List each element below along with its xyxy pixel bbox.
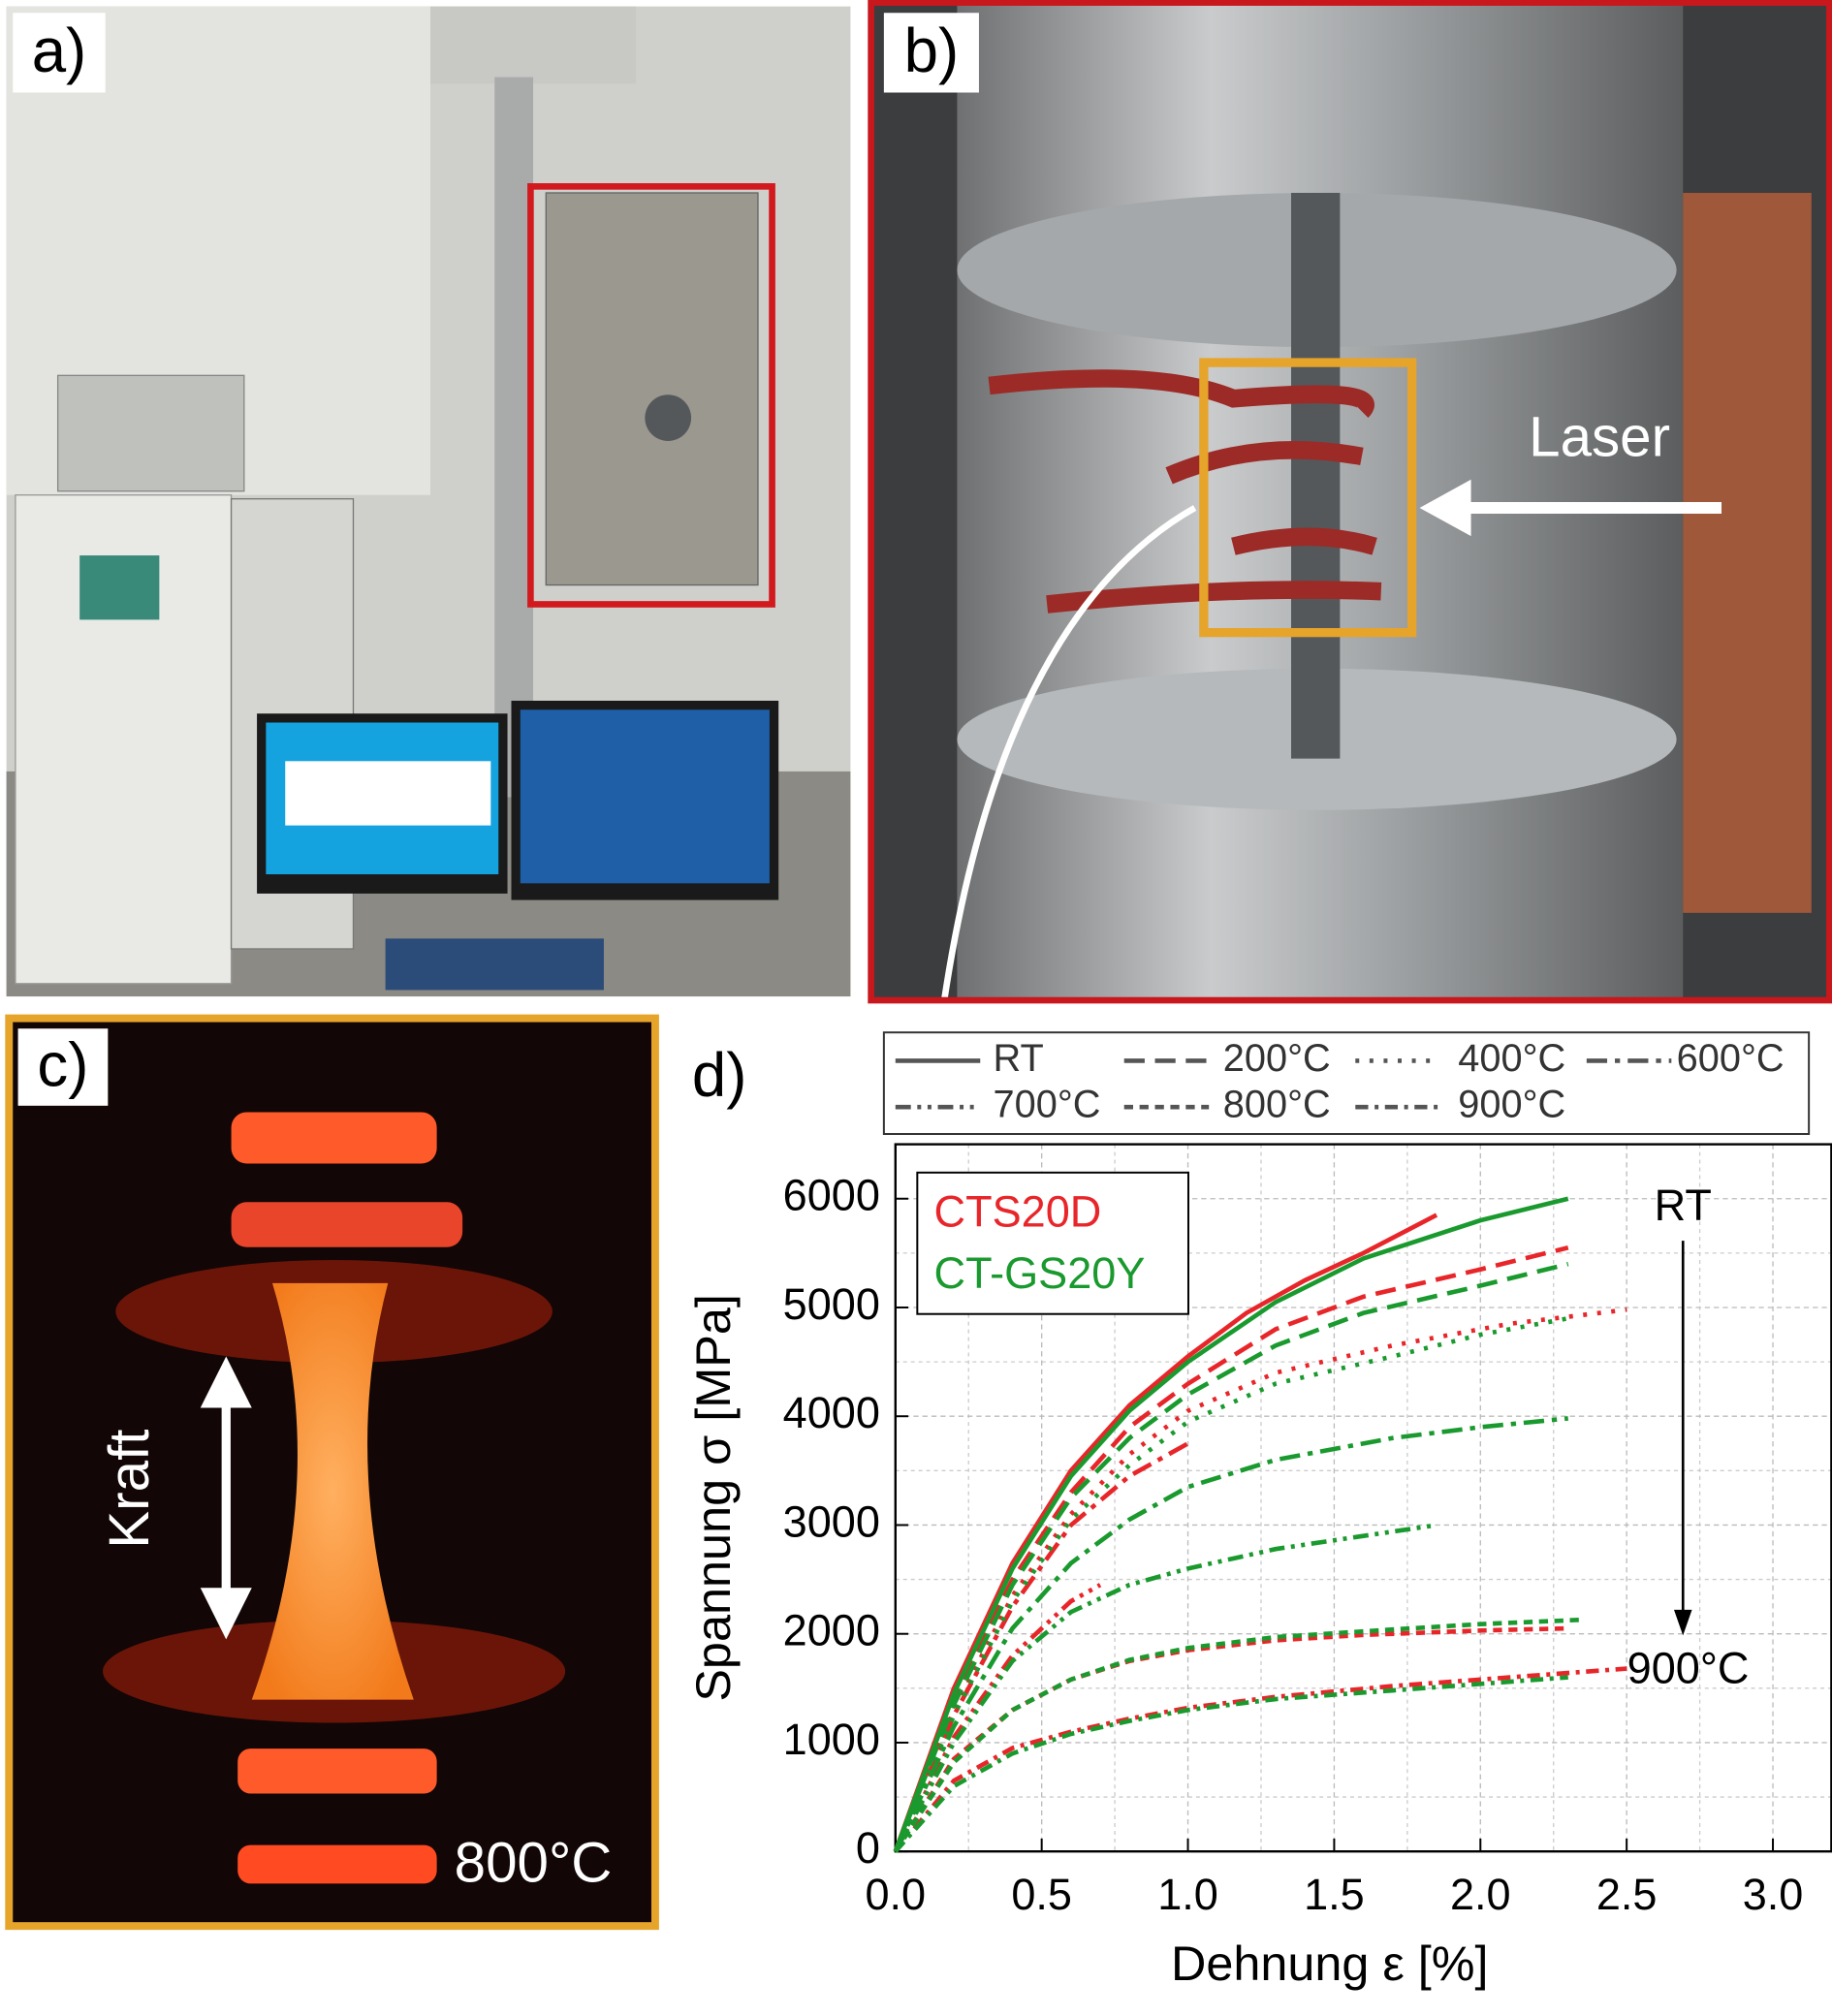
x-tick-label: 1.0	[1157, 1870, 1218, 1919]
force-label: Kraft	[98, 1430, 161, 1549]
arrowhead-up	[200, 1356, 252, 1408]
legend-label: CTS20D	[934, 1186, 1102, 1236]
series-line	[893, 1523, 1437, 1853]
highlight-box	[1199, 358, 1417, 638]
series-line	[893, 1196, 1569, 1853]
legend-label: RT	[994, 1037, 1044, 1080]
legend-box	[882, 1031, 1811, 1135]
keyboard	[385, 938, 604, 991]
legend-label: 200°C	[1223, 1037, 1331, 1080]
highlight-box	[527, 183, 775, 608]
y-tick-label: 3000	[783, 1496, 880, 1546]
series-line	[893, 1245, 1569, 1853]
annotation-arrowhead	[1673, 1609, 1692, 1636]
coil-turn	[1046, 581, 1382, 614]
material-legend-box	[916, 1171, 1189, 1315]
panel-border	[868, 0, 1832, 1004]
x-axis-title: Dehnung ε [%]	[1171, 1936, 1489, 1991]
label-box	[883, 13, 979, 93]
laser-label: Laser	[1529, 405, 1670, 468]
legend-label: 400°C	[1458, 1037, 1565, 1080]
series-line	[893, 1315, 1569, 1853]
label-box	[13, 13, 106, 93]
column	[494, 77, 534, 798]
coil-turn	[1231, 527, 1377, 555]
temperature-label: 800°C	[455, 1832, 613, 1895]
laser-arrowhead	[1419, 479, 1471, 537]
panel-label: d)	[692, 1041, 747, 1110]
series-line	[893, 1441, 1189, 1853]
device-box	[56, 374, 245, 492]
y-tick-label: 1000	[783, 1715, 880, 1764]
window	[645, 394, 692, 441]
y-tick-label: 6000	[783, 1171, 880, 1220]
panel-label: b)	[904, 16, 960, 85]
series-line	[894, 1675, 1568, 1853]
glow-band	[237, 1844, 437, 1884]
coil-turn	[988, 369, 1374, 419]
glow-band	[237, 1748, 437, 1794]
series-line	[893, 1416, 1568, 1853]
x-tick-label: 0.5	[1011, 1870, 1072, 1919]
series-line	[893, 1213, 1438, 1852]
legend-label: 900°C	[1458, 1084, 1565, 1126]
glow-band	[231, 1202, 463, 1247]
monitor-right-screen	[520, 709, 770, 884]
y-tick-label: 4000	[783, 1388, 880, 1437]
panel-c: Kraft 800°C c)	[5, 1014, 659, 1931]
specimen	[251, 1282, 414, 1700]
panel-label: a)	[32, 16, 87, 85]
arrowhead-down	[200, 1588, 252, 1640]
series-line	[893, 1617, 1583, 1853]
label-box	[17, 1028, 109, 1106]
glow-band	[231, 1112, 437, 1164]
legend-label: 700°C	[994, 1084, 1101, 1126]
annotation: 900°C	[1627, 1643, 1750, 1692]
x-tick-label: 2.5	[1596, 1870, 1658, 1919]
x-tick-label: 0.0	[865, 1870, 926, 1919]
series-line	[893, 1261, 1569, 1853]
x-tick-label: 2.0	[1450, 1870, 1511, 1919]
x-tick-label: 3.0	[1743, 1870, 1804, 1919]
coil-turn	[1165, 441, 1364, 485]
machine-top	[430, 6, 637, 84]
panel-label: c)	[37, 1030, 88, 1099]
coil	[988, 369, 1382, 614]
panel-a: a)	[6, 6, 851, 997]
y-tick-label: 5000	[783, 1279, 880, 1329]
cable	[940, 505, 1197, 1001]
panel-b: Laser b)	[868, 0, 1832, 1004]
y-axis-title: Spannung σ [MPa]	[685, 1294, 741, 1702]
cabinet-screen	[79, 555, 160, 620]
series-line	[894, 1666, 1627, 1853]
logo-box	[285, 761, 491, 826]
legend-label: CT-GS20Y	[934, 1248, 1146, 1298]
y-tick-label: 2000	[783, 1606, 880, 1655]
legend-label: 800°C	[1223, 1084, 1331, 1126]
panel-d: d) Dehnung ε [%] Spannung σ [MPa] 0.0 0.5…	[685, 1031, 1832, 1991]
annotation: RT	[1655, 1181, 1712, 1230]
legend-label: 600°C	[1677, 1037, 1785, 1080]
specimen-rod	[1291, 192, 1341, 759]
panel-border	[5, 1014, 659, 1931]
chamber	[545, 192, 759, 586]
plot-frame	[894, 1143, 1832, 1853]
x-tick-label: 1.5	[1304, 1870, 1365, 1919]
y-tick-label: 0	[856, 1823, 880, 1873]
copper-block	[1683, 192, 1812, 913]
